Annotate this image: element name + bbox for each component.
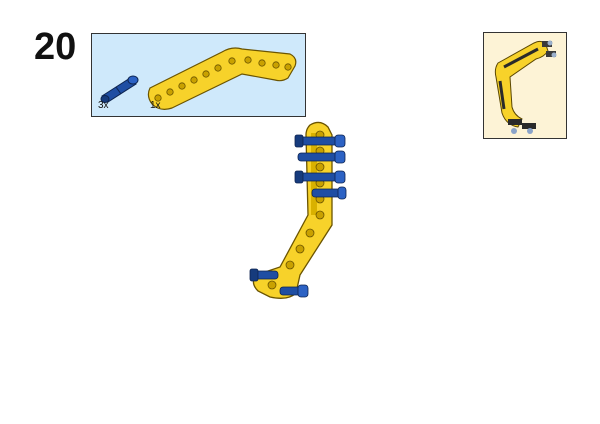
blue-pin-bottom-right (279, 284, 309, 298)
blue-pin-bottom-left (249, 268, 279, 282)
pin-quantity-label: 3x (98, 100, 109, 111)
assembly-model (240, 115, 360, 310)
model-overview-image (494, 40, 557, 134)
step-number: 20 (34, 26, 77, 68)
blue-pin-middle-lower (311, 186, 347, 200)
assembly-model-image (249, 121, 347, 299)
parts-list-box: 3x 1x (91, 33, 306, 117)
blue-pin-middle (294, 170, 346, 184)
model-overview-box (483, 32, 567, 139)
beam-quantity-label: 1x (150, 100, 161, 111)
blue-pin-middle-upper (297, 150, 346, 164)
yellow-bent-beam-icon (147, 47, 297, 110)
blue-axle-pin-icon (100, 75, 139, 103)
blue-pin-top (294, 134, 346, 148)
